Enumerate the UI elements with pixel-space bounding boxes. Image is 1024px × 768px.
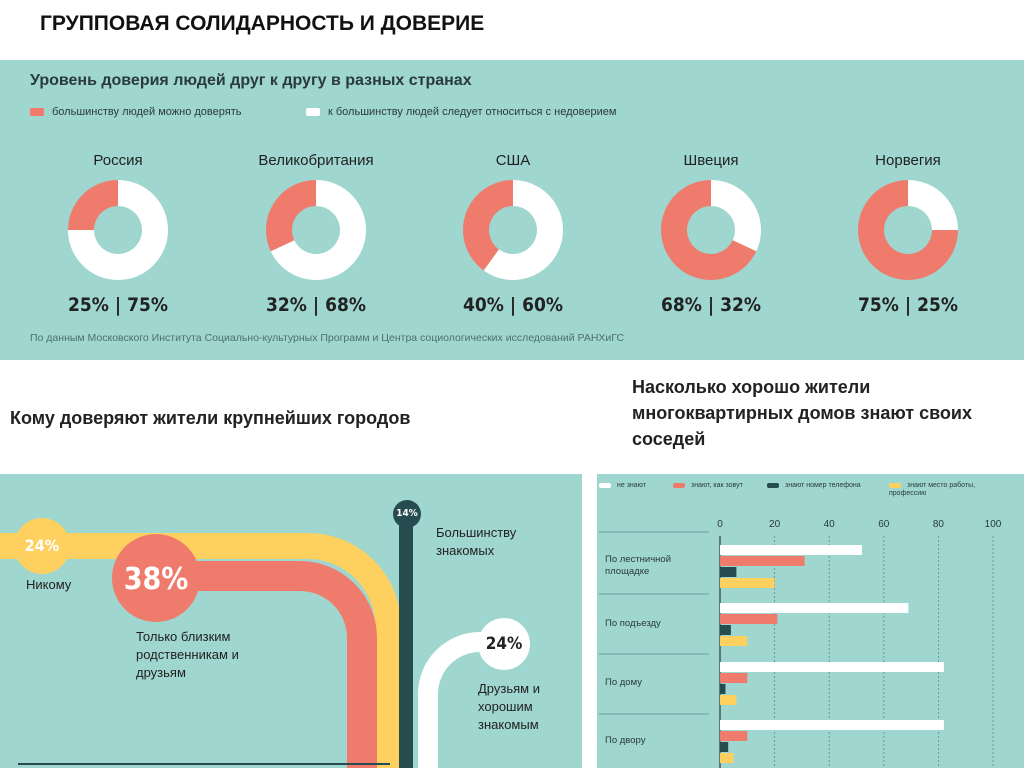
category-label: Никому (26, 577, 72, 592)
percent-label: 40% | 60% (463, 294, 563, 316)
flow-band-friends (418, 632, 500, 768)
tick-label: 0 (717, 519, 723, 530)
donut-segment-trust (68, 180, 118, 230)
legend-swatch (767, 482, 779, 488)
donut-segment-trust (265, 180, 316, 252)
bar-not-know (720, 545, 862, 555)
country-label: Великобритания (258, 152, 374, 169)
bar-know-phone (720, 684, 726, 694)
tick-label: 100 (984, 519, 1002, 530)
bar-know-phone (720, 567, 737, 577)
legend-item-distrust: к большинству людей следует относиться с… (306, 106, 616, 118)
category-label: Друзьям и хорошим знакомым (478, 681, 540, 732)
legend-item: не знают (599, 482, 646, 490)
legend-label: к большинству людей следует относиться с… (328, 106, 617, 118)
flow-bar-acquaintances (399, 514, 413, 768)
page-title: ГРУППОВАЯ СОЛИДАРНОСТЬ И ДОВЕРИЕ (40, 12, 485, 35)
legend-item: знают место работы, профессию (889, 482, 993, 498)
bar-not-know (720, 720, 944, 730)
bar-know-name (720, 731, 748, 741)
bar-know-name (720, 556, 805, 566)
value-label: 24% (24, 536, 60, 555)
bar-know-phone (720, 625, 731, 635)
city-trust-title: Кому доверяют жители крупнейших городов (10, 408, 411, 428)
trust-countries-panel: Уровень доверия людей друг к другу в раз… (0, 60, 1024, 360)
bubble-nobody (14, 518, 70, 574)
legend-label: знают место работы, профессию (889, 482, 976, 497)
category-label: По лестничной площадке (605, 554, 672, 577)
bar-know-job (720, 753, 734, 763)
legend-swatch (599, 482, 611, 488)
value-label: 14% (396, 508, 418, 519)
value-label: 38% (123, 562, 189, 597)
tick-label: 20 (769, 519, 781, 530)
percent-label: 75% | 25% (858, 294, 958, 316)
category-label: По двору (605, 735, 646, 746)
tick-label: 40 (823, 519, 835, 530)
category-label: Большинству знакомых (436, 525, 517, 558)
tick-label: 60 (878, 519, 890, 530)
donut-segment-distrust (711, 180, 761, 252)
legend-label: знают номер телефона (785, 482, 861, 489)
bar-know-job (720, 578, 775, 588)
bubble-friends (478, 618, 530, 670)
donut-segment-distrust (483, 180, 563, 280)
legend-swatch (30, 108, 44, 117)
country-label: Россия (93, 152, 143, 169)
legend-swatch (306, 108, 320, 117)
percent-label: 25% | 75% (68, 294, 168, 316)
chart-title: Уровень доверия людей друг к другу в раз… (30, 72, 472, 89)
city-trust-panel: 24% 38% 14% 24% Никому Только близким ро… (0, 474, 582, 768)
flow-band-nobody (0, 533, 401, 768)
legend-swatch (889, 483, 901, 488)
country-label: Швеция (683, 152, 739, 169)
country-label: Норвегия (875, 152, 941, 169)
bar-know-job (720, 636, 748, 646)
donut-segment-trust (463, 180, 513, 271)
flow-chart (0, 500, 530, 768)
neighbors-title: Насколько хорошо жители многоквартирных … (632, 377, 972, 449)
percent-label: 68% | 32% (661, 294, 761, 316)
bar-know-phone (720, 742, 729, 752)
value-label: 24% (485, 634, 523, 654)
bar-not-know (720, 662, 944, 672)
category-label: По подъезду (605, 618, 661, 629)
legend-label: не знают (617, 482, 646, 489)
neighbors-bar-chart (599, 531, 994, 768)
legend-item: знают номер телефона (767, 482, 861, 490)
donut-segment-distrust (270, 180, 366, 280)
country-label: США (495, 152, 531, 169)
bar-know-name (720, 614, 778, 624)
legend-item-trust: большинству людей можно доверять (30, 106, 242, 118)
legend-label: знают, как зовут (691, 482, 743, 489)
legend-label: большинству людей можно доверять (52, 106, 242, 118)
legend-swatch (673, 482, 685, 488)
bar-know-name (720, 673, 748, 683)
bar-know-job (720, 695, 737, 705)
donut-segment-distrust (68, 180, 168, 280)
neighbors-panel: не знают знают, как зовут знают номер те… (597, 474, 1024, 768)
source-note: По данным Московского Института Социальн… (30, 332, 625, 344)
donut-segment-trust (660, 180, 757, 280)
donut-charts (68, 180, 958, 280)
tick-label: 80 (932, 519, 944, 530)
flow-band-relatives (150, 561, 377, 768)
bar-not-know (720, 603, 909, 613)
legend-item: знают, как зовут (673, 482, 743, 490)
donut-segment-distrust (908, 180, 958, 230)
bubble-acquaintances (393, 500, 421, 528)
category-label: Только близким родственникам и друзьям (136, 629, 239, 680)
category-label: По дому (605, 677, 642, 688)
bubble-relatives (112, 534, 200, 622)
percent-label: 32% | 68% (266, 294, 366, 316)
donut-segment-trust (858, 180, 958, 280)
